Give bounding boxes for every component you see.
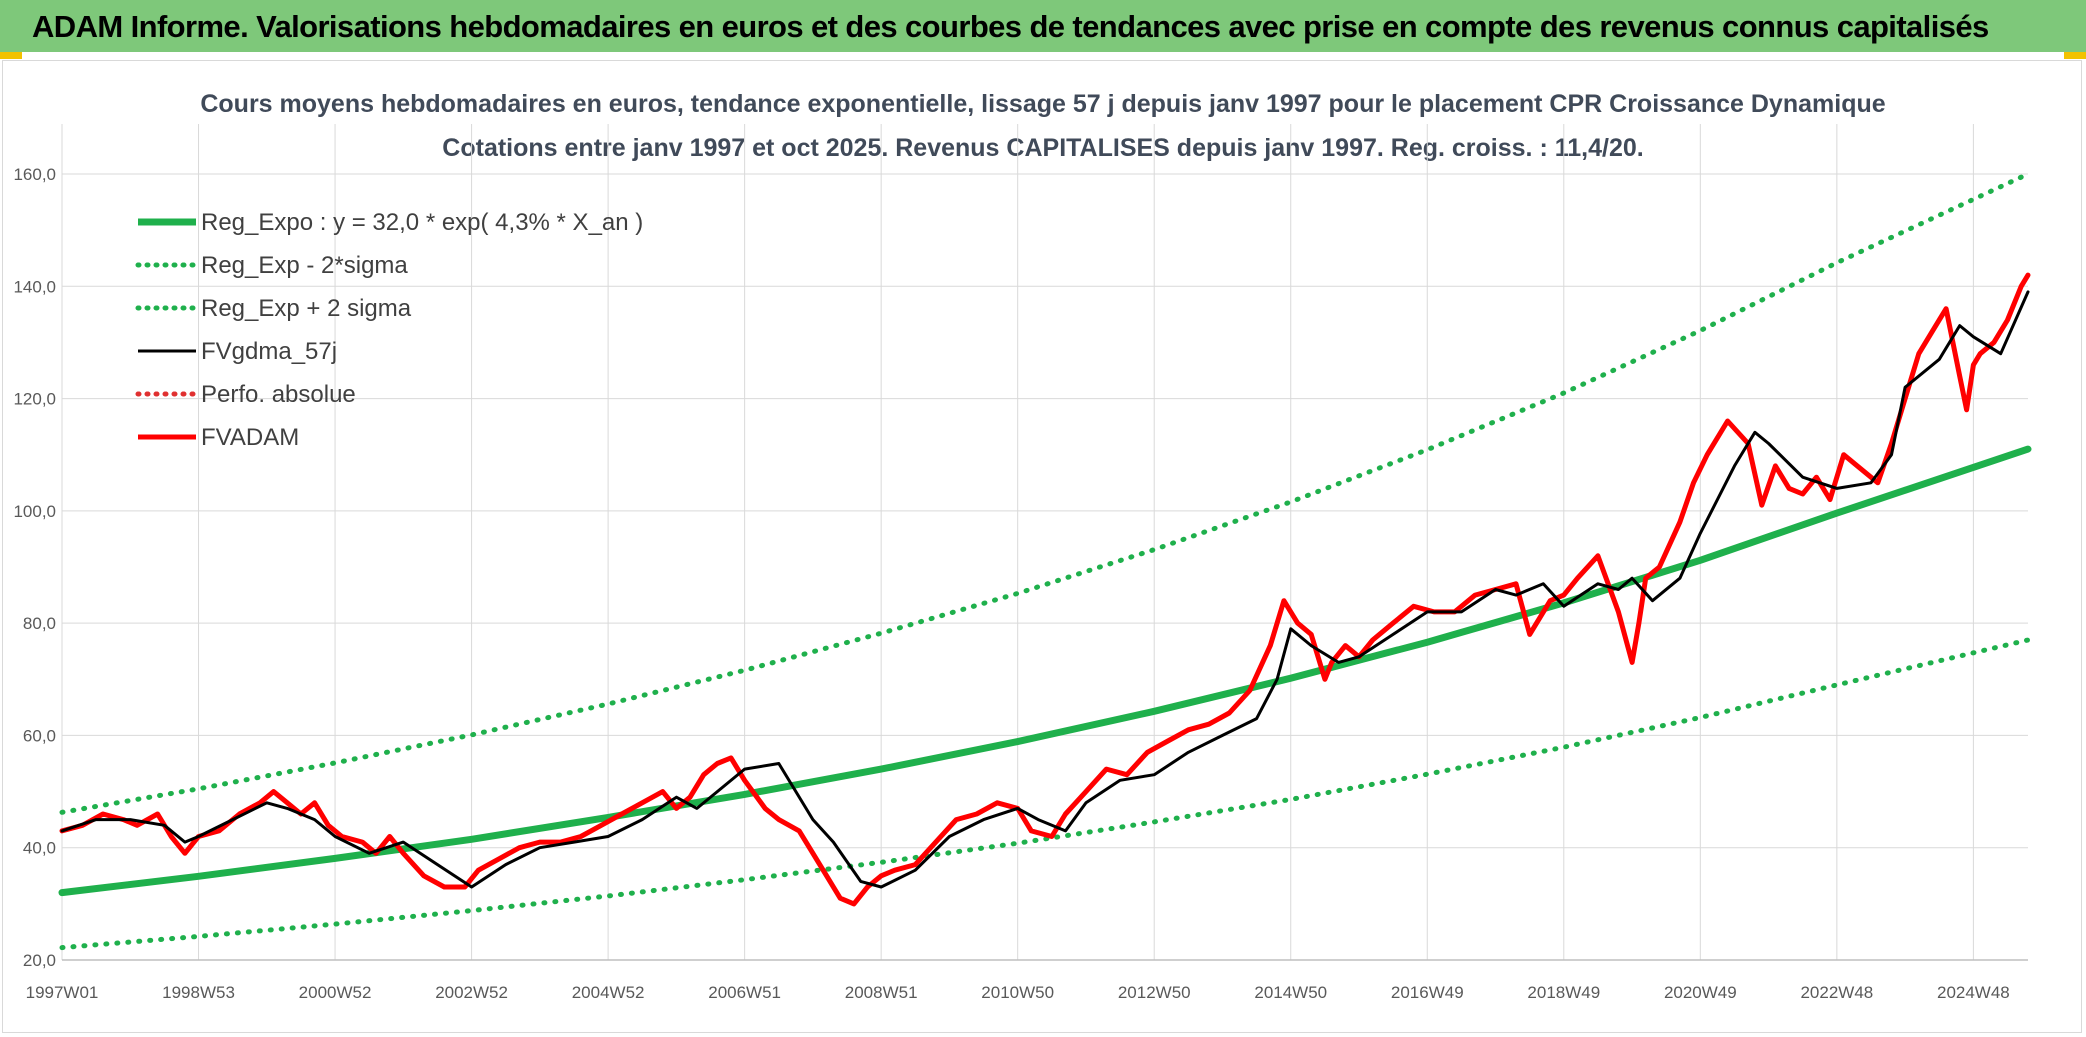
chart-subtitle: Cotations entre janv 1997 et oct 2025. R… bbox=[442, 134, 1643, 162]
y-tick-label: 120,0 bbox=[13, 390, 56, 409]
x-tick-label: 2020W49 bbox=[1664, 983, 1737, 1002]
legend-label-0: Reg_Expo : y = 32,0 * exp( 4,3% * X_an ) bbox=[201, 209, 643, 236]
x-tick-label: 2010W50 bbox=[981, 983, 1054, 1002]
banner: ADAM Informe. Valorisations hebdomadaire… bbox=[0, 0, 2086, 59]
legend-label-2: Reg_Exp + 2 sigma bbox=[201, 295, 412, 322]
series-line-3 bbox=[60, 290, 2030, 889]
x-tick-label: 2012W50 bbox=[1118, 983, 1191, 1002]
legend: Reg_Expo : y = 32,0 * exp( 4,3% * X_an )… bbox=[135, 209, 643, 451]
series-line-2 bbox=[59, 171, 2031, 815]
x-tick-label: 2000W52 bbox=[299, 983, 372, 1002]
x-axis: 1997W01 1998W53 2000W52 2002W52 2004W52 2006W… bbox=[26, 959, 2028, 1002]
x-tick-label: 2006W51 bbox=[708, 983, 781, 1002]
y-tick-label: 160,0 bbox=[13, 165, 56, 184]
y-tick-label: 140,0 bbox=[13, 277, 56, 296]
series-line-1 bbox=[59, 637, 2031, 951]
series-line-5 bbox=[59, 272, 2031, 907]
y-axis: 20,0 40,0 60,0 80,0 100,0 120,0 140,0 160,0 bbox=[13, 165, 56, 970]
banner-corner-right bbox=[2064, 52, 2086, 59]
x-tick-label: 2024W48 bbox=[1937, 983, 2010, 1002]
chart-frame bbox=[2, 60, 2082, 1033]
series-lines bbox=[58, 171, 2032, 951]
x-tick-label: 2004W52 bbox=[572, 983, 645, 1002]
banner-title: ADAM Informe. Valorisations hebdomadaire… bbox=[32, 9, 1989, 44]
y-tick-label: 80,0 bbox=[23, 614, 56, 633]
x-tick-label: 2022W48 bbox=[1800, 983, 1873, 1002]
legend-label-5: FVADAM bbox=[201, 424, 299, 451]
chart-title: Cours moyens hebdomadaires en euros, ten… bbox=[200, 90, 1885, 118]
x-tick-label: 1998W53 bbox=[162, 983, 235, 1002]
y-tick-label: 100,0 bbox=[13, 502, 56, 521]
x-tick-label: 2014W50 bbox=[1254, 983, 1327, 1002]
x-tick-label: 1997W01 bbox=[26, 983, 99, 1002]
legend-label-1: Reg_Exp - 2*sigma bbox=[201, 252, 408, 279]
gridlines bbox=[61, 124, 2028, 961]
x-tick-label: 2016W49 bbox=[1391, 983, 1464, 1002]
series-line-0 bbox=[58, 445, 2032, 897]
y-tick-label: 60,0 bbox=[23, 726, 56, 745]
x-tick-label: 2008W51 bbox=[845, 983, 918, 1002]
y-tick-label: 40,0 bbox=[23, 839, 56, 858]
legend-label-4: Perfo. absolue bbox=[201, 381, 356, 408]
legend-label-3: FVgdma_57j bbox=[201, 338, 337, 365]
x-tick-label: 2018W49 bbox=[1527, 983, 1600, 1002]
y-tick-label: 20,0 bbox=[23, 951, 56, 970]
banner-corner-left bbox=[0, 52, 22, 59]
x-tick-label: 2002W52 bbox=[435, 983, 508, 1002]
